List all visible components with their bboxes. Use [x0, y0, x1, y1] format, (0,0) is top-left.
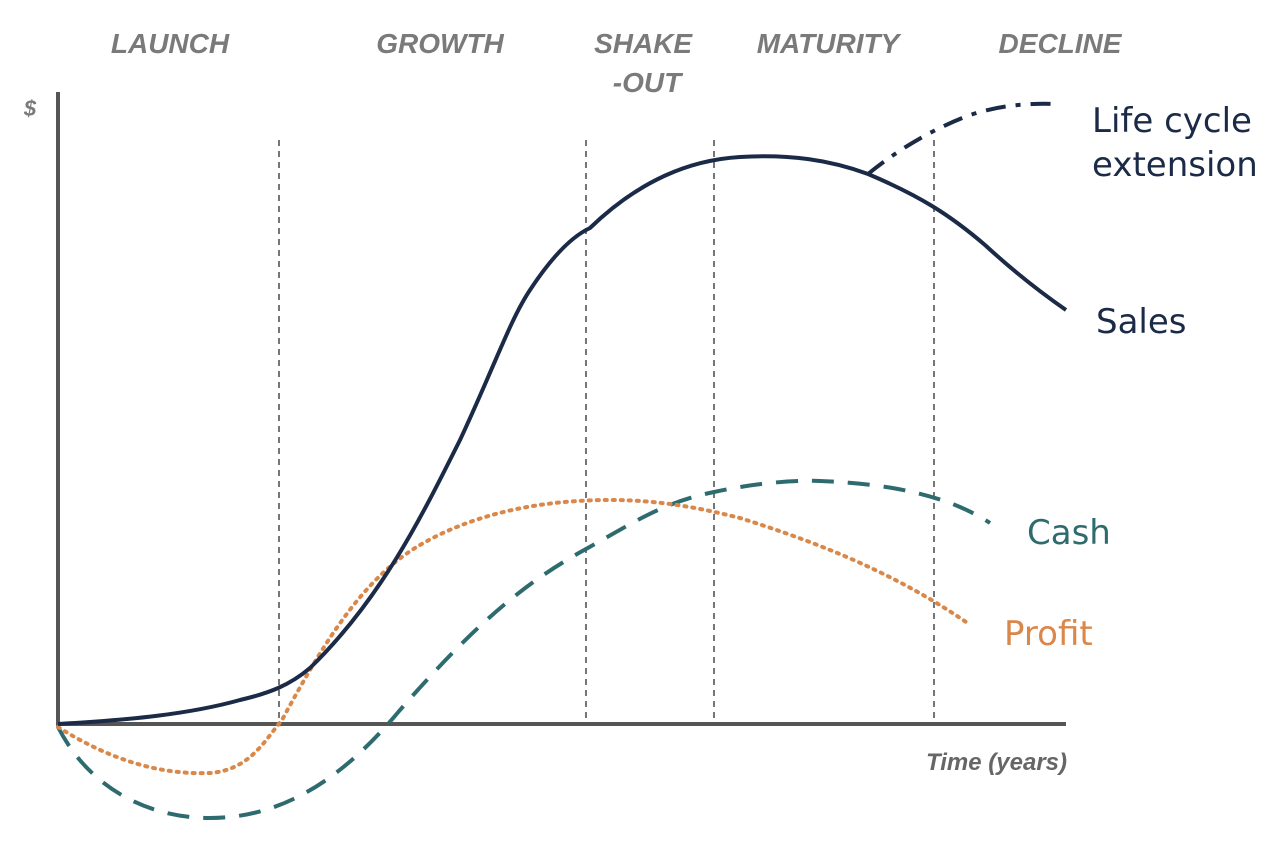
profit-label: Profit — [1004, 614, 1093, 654]
stage-label-launch: LAUNCH — [111, 28, 230, 59]
profit-curve — [56, 497, 968, 776]
sales-curve — [57, 154, 1068, 726]
stage-label-decline: DECLINE — [999, 28, 1123, 59]
y-axis-label: $ — [23, 96, 37, 121]
cash-label: Cash — [1027, 513, 1111, 553]
cash-curve — [56, 478, 992, 821]
stage-label-growth: GROWTH — [376, 28, 504, 59]
x-axis-label: Time (years) — [926, 749, 1067, 776]
life-cycle-extension-label: Life cycle extension — [1092, 101, 1263, 185]
life-cycle-extension-curve — [866, 101, 1056, 176]
sales-label: Sales — [1096, 302, 1187, 342]
stage-label-shakeout: SHAKE -OUT — [594, 28, 700, 98]
stage-label-maturity: MATURITY — [757, 28, 902, 59]
